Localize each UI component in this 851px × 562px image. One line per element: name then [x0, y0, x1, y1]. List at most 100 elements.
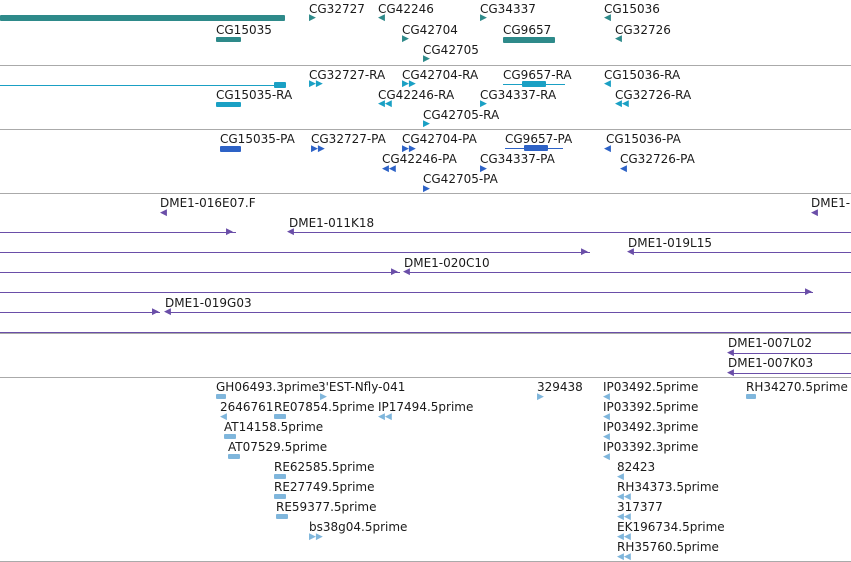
gene-label[interactable]: CG42705: [423, 43, 479, 57]
transcript-label[interactable]: CG32726-RA: [615, 88, 692, 102]
protein-arrow[interactable]: ▶: [423, 184, 430, 194]
clone-label[interactable]: DME1-007L02: [728, 336, 812, 350]
clone-span[interactable]: [0, 252, 590, 253]
gene-feature[interactable]: [0, 15, 285, 21]
est-feature[interactable]: [228, 454, 240, 459]
transcript-intron[interactable]: [0, 85, 275, 86]
est-feature[interactable]: [274, 414, 286, 419]
transcript-label[interactable]: CG42705-RA: [423, 108, 500, 122]
transcript-label[interactable]: CG42246-RA: [378, 88, 455, 102]
est-arrow[interactable]: ◀◀: [617, 532, 631, 542]
transcript-arrow[interactable]: ▶: [423, 119, 430, 129]
est-label[interactable]: RE07854.5prime: [274, 400, 375, 414]
est-feature[interactable]: [216, 394, 226, 399]
clone-span[interactable]: [0, 332, 851, 333]
est-label[interactable]: IP03392.5prime: [603, 400, 699, 414]
protein-arrow[interactable]: ▶: [480, 164, 487, 174]
est-feature[interactable]: [746, 394, 756, 399]
protein-arrow[interactable]: ▶▶: [402, 144, 416, 154]
est-label[interactable]: EK196734.5prime: [617, 520, 725, 534]
clone-arrow[interactable]: ▶: [581, 247, 588, 257]
transcript-label[interactable]: CG34337-RA: [480, 88, 557, 102]
gene-arrow[interactable]: ◀: [378, 13, 385, 23]
protein-arrow[interactable]: ◀: [620, 164, 627, 174]
est-arrow[interactable]: ▶: [320, 392, 327, 402]
est-arrow[interactable]: ◀: [603, 452, 610, 462]
transcript-arrow[interactable]: ◀◀: [378, 99, 392, 109]
transcript-label[interactable]: CG32727-RA: [309, 68, 386, 82]
clone-label[interactable]: DME1-019G03: [165, 296, 252, 310]
est-label[interactable]: bs38g04.5prime: [309, 520, 408, 534]
gene-feature[interactable]: [216, 37, 241, 42]
est-feature[interactable]: [276, 514, 288, 519]
clone-span[interactable]: [290, 232, 851, 233]
protein-label[interactable]: CG42704-PA: [402, 132, 477, 146]
gene-feature[interactable]: [503, 37, 555, 43]
est-label[interactable]: AT07529.5prime: [228, 440, 328, 454]
est-label[interactable]: 82423: [617, 460, 656, 474]
est-label[interactable]: RH35760.5prime: [617, 540, 719, 554]
transcript-exon[interactable]: [522, 81, 546, 87]
gene-label[interactable]: CG9657: [503, 23, 552, 37]
est-label[interactable]: IP17494.5prime: [378, 400, 474, 414]
est-label[interactable]: 3'EST-Nfly-041: [318, 380, 406, 394]
transcript-arrow[interactable]: ▶▶: [309, 79, 323, 89]
protein-feature[interactable]: [524, 145, 548, 151]
gene-label[interactable]: CG15036: [604, 2, 660, 16]
clone-arrow[interactable]: ▶: [152, 307, 159, 317]
est-arrow[interactable]: ◀◀: [378, 412, 392, 422]
clone-span[interactable]: [730, 353, 851, 354]
est-arrow[interactable]: ▶: [537, 392, 544, 402]
est-label[interactable]: 317377: [617, 500, 663, 514]
clone-span[interactable]: [0, 232, 236, 233]
transcript-exon[interactable]: [274, 82, 286, 88]
protein-label[interactable]: CG42246-PA: [382, 152, 457, 166]
est-feature[interactable]: [274, 494, 286, 499]
est-label[interactable]: RH34270.5prime: [746, 380, 848, 394]
est-label[interactable]: IP03392.3prime: [603, 440, 699, 454]
transcript-arrow[interactable]: ▶▶: [402, 79, 416, 89]
gene-arrow[interactable]: ▶: [423, 54, 430, 64]
clone-arrow[interactable]: ◀: [160, 208, 167, 218]
clone-label[interactable]: DME1-011K18: [289, 216, 375, 230]
gene-label[interactable]: CG15035: [216, 23, 272, 37]
protein-label[interactable]: CG42705-PA: [423, 172, 498, 186]
est-feature[interactable]: [224, 434, 236, 439]
transcript-label[interactable]: CG42704-RA: [402, 68, 479, 82]
protein-label[interactable]: CG32726-PA: [620, 152, 695, 166]
gene-label[interactable]: CG42704: [402, 23, 458, 37]
est-label[interactable]: RE62585.5prime: [274, 460, 375, 474]
transcript-arrow[interactable]: ◀◀: [615, 99, 629, 109]
clone-label[interactable]: DME1-: [811, 196, 851, 210]
clone-label[interactable]: DME1-016E07.F: [160, 196, 256, 210]
clone-span[interactable]: [0, 272, 400, 273]
est-arrow[interactable]: ▶▶: [309, 532, 323, 542]
gene-arrow[interactable]: ▶: [480, 13, 487, 23]
transcript-arrow[interactable]: ◀: [604, 79, 611, 89]
protein-label[interactable]: CG15035-PA: [220, 132, 295, 146]
protein-arrow[interactable]: ▶▶: [311, 144, 325, 154]
gene-label[interactable]: CG32726: [615, 23, 671, 37]
clone-label[interactable]: DME1-019L15: [628, 236, 712, 250]
clone-span[interactable]: [630, 252, 851, 253]
clone-arrow[interactable]: ◀: [811, 208, 818, 218]
gene-label[interactable]: CG32727: [309, 2, 365, 16]
gene-arrow[interactable]: ▶: [309, 13, 316, 23]
est-arrow[interactable]: ◀: [603, 392, 610, 402]
est-label[interactable]: IP03492.3prime: [603, 420, 699, 434]
protein-label[interactable]: CG32727-PA: [311, 132, 386, 146]
clone-arrow[interactable]: ▶: [805, 287, 812, 297]
est-label[interactable]: RE59377.5prime: [276, 500, 377, 514]
protein-label[interactable]: CG9657-PA: [505, 132, 573, 146]
est-feature[interactable]: [274, 474, 286, 479]
clone-span[interactable]: [0, 292, 813, 293]
est-arrow[interactable]: ◀◀: [617, 492, 631, 502]
protein-arrow[interactable]: ◀◀: [382, 164, 396, 174]
est-label[interactable]: 329438: [537, 380, 583, 394]
est-arrow[interactable]: ◀◀: [617, 512, 631, 522]
est-arrow[interactable]: ◀: [603, 432, 610, 442]
clone-span[interactable]: [730, 373, 851, 374]
est-label[interactable]: RH34373.5prime: [617, 480, 719, 494]
est-arrow[interactable]: ◀◀: [617, 552, 631, 562]
est-label[interactable]: RE27749.5prime: [274, 480, 375, 494]
